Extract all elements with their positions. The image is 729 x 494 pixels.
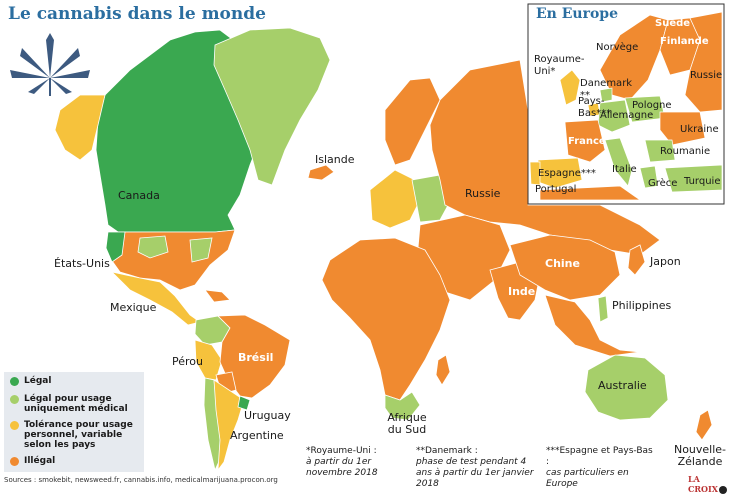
region-bresil	[217, 314, 291, 399]
label-afrique-sud: Afrique du Sud	[387, 411, 427, 436]
region-usa-legal-west	[105, 231, 126, 263]
label-usa: États-Unis	[54, 257, 110, 270]
logo-dot-icon	[718, 486, 727, 494]
inset-label-norvege: Norvège	[596, 42, 639, 53]
inset-label-espagne: Espagne***	[538, 168, 596, 179]
inset-portugal	[529, 161, 541, 186]
region-europe-west	[369, 169, 421, 229]
inset-label-pologne: Pologne	[632, 100, 672, 111]
region-africa-north	[321, 237, 451, 401]
inset-danemark	[599, 87, 613, 103]
region-greenland	[213, 27, 331, 186]
inset-label-france: France	[568, 136, 606, 147]
label-bresil: Brésil	[238, 351, 274, 364]
inset-label-portugal: Portugal	[535, 184, 577, 195]
legend-label: Tolérance pour usage personnel, variable…	[24, 420, 133, 450]
region-chine	[509, 234, 621, 301]
label-philippines: Philippines	[612, 299, 672, 312]
inset-label-ukraine: Ukraine	[680, 124, 719, 135]
inset-italie	[604, 137, 633, 187]
inset-label-pays-bas: Pays-Bas***	[578, 96, 612, 119]
inset-label-grece: Grèce	[648, 178, 678, 189]
inset-label-italie: Italie	[612, 164, 637, 175]
region-japon	[627, 244, 646, 276]
region-australie	[584, 354, 669, 421]
inset-label-royaume-uni: Royaume-Uni*	[534, 54, 585, 77]
label-perou: Pérou	[172, 355, 203, 368]
region-caribbean	[204, 289, 231, 303]
label-canada: Canada	[118, 189, 160, 202]
region-scandinavia	[384, 77, 441, 166]
inset-grece	[639, 165, 659, 189]
legend-swatch-tolerance	[10, 421, 19, 430]
region-usa-medical-east	[189, 237, 213, 263]
note-royaume-uni: *Royaume-Uni : à partir du 1er novembre …	[306, 446, 406, 479]
note-body: phase de test pendant 4 ans à partir du …	[416, 457, 534, 489]
inset-label-allemagne: Allemagne	[600, 110, 654, 121]
page-title: Le cannabis dans le monde	[8, 4, 266, 24]
inset-title: En Europe	[536, 6, 618, 22]
region-perou	[194, 339, 223, 381]
legend-label: Légal pour usage uniquement médical	[24, 394, 128, 414]
inset-map	[529, 11, 723, 201]
region-argentine	[213, 379, 245, 472]
label-argentine: Argentine	[230, 429, 284, 442]
label-uruguay: Uruguay	[244, 409, 291, 422]
inset-label-russie: Russie	[690, 70, 723, 81]
inset-label-finlande: Finlande	[660, 36, 709, 47]
region-afrique-sud	[384, 391, 421, 421]
label-chine: Chine	[545, 257, 580, 270]
legend: Légal Légal pour usage uniquement médica…	[4, 372, 144, 472]
inset-label-roumanie: Roumanie	[660, 146, 711, 157]
note-title: *Royaume-Uni :	[306, 446, 377, 456]
inset-uk	[559, 69, 581, 106]
region-uruguay	[237, 395, 251, 411]
inset-france	[564, 119, 606, 163]
legend-swatch-illegal	[10, 457, 19, 466]
label-islande: Islande	[315, 153, 355, 166]
inset-label-turquie: Turquie	[684, 176, 721, 187]
label-japon: Japon	[650, 255, 681, 268]
region-nz	[695, 409, 713, 441]
legend-swatch-legal	[10, 377, 19, 386]
region-philippines	[597, 295, 609, 323]
inset-label-danemark: Danemark **	[580, 78, 633, 101]
label-inde: Inde	[508, 285, 536, 298]
label-mexique: Mexique	[110, 301, 157, 314]
inset-turquie	[664, 164, 723, 193]
region-madagascar	[435, 354, 451, 386]
logo-text: LA CROIX	[688, 474, 718, 494]
region-usa-medical	[137, 235, 169, 259]
region-islande	[307, 164, 335, 181]
cannabis-leaf-icon	[10, 33, 90, 96]
legend-label: Légal	[24, 376, 52, 386]
inset-russie	[684, 11, 723, 113]
note-danemark: **Danemark : phase de test pendant 4 ans…	[416, 446, 534, 490]
note-title: ***Espagne et Pays-Bas :	[546, 446, 653, 467]
sources: Sources : smokebit, newsweed.fr, cannabi…	[4, 476, 278, 484]
inset-ukraine	[659, 111, 706, 146]
note-espagne-pays-bas: ***Espagne et Pays-Bas : cas particulier…	[546, 446, 656, 490]
la-croix-logo: LA CROIX	[688, 474, 729, 494]
legend-label: Illégal	[24, 456, 56, 466]
inset-label-suede: Suède	[655, 18, 691, 29]
note-body: à partir du 1er novembre 2018	[306, 457, 378, 478]
inset-roumanie	[644, 139, 676, 163]
region-alaska	[54, 94, 106, 161]
region-se-asia	[544, 294, 641, 357]
label-russie: Russie	[465, 187, 501, 200]
label-nz: Nouvelle-Zélande	[673, 443, 727, 468]
note-body: cas particuliers en Europe	[546, 468, 629, 489]
legend-swatch-medical	[10, 395, 19, 404]
label-australie: Australie	[598, 379, 647, 392]
inset-africa	[539, 185, 642, 201]
note-title: **Danemark :	[416, 446, 478, 456]
